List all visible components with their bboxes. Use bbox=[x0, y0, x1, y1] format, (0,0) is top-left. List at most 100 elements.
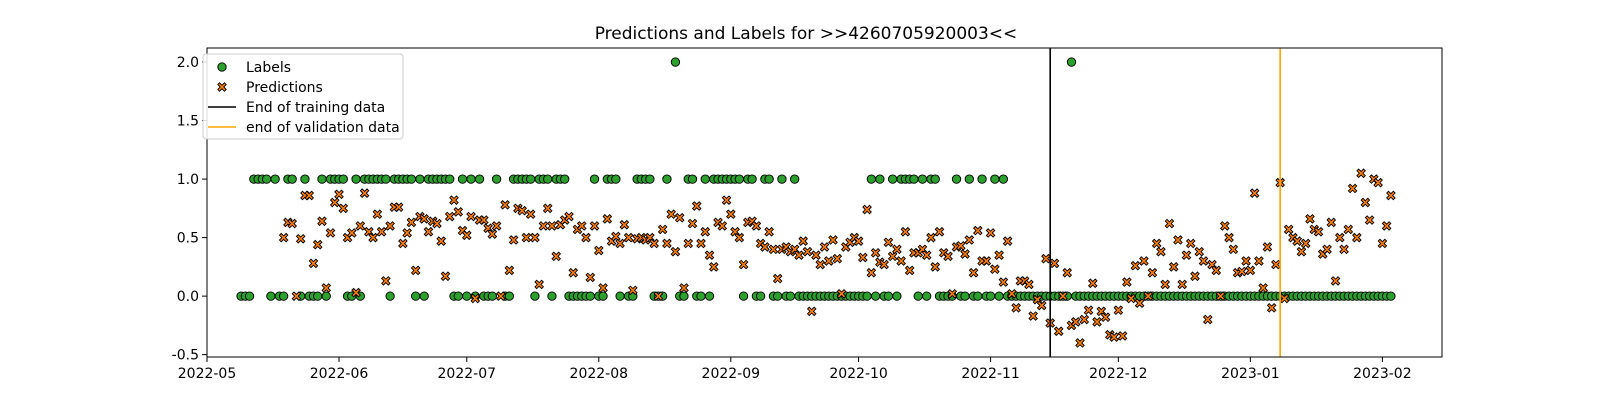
legend-entry-label: Predictions bbox=[246, 80, 323, 96]
prediction-point bbox=[934, 226, 945, 237]
label-point bbox=[773, 291, 783, 301]
prediction-point bbox=[802, 246, 813, 257]
label-point bbox=[700, 174, 710, 184]
prediction-point bbox=[1053, 326, 1064, 337]
prediction-point bbox=[679, 283, 689, 293]
prediction-point bbox=[1177, 279, 1188, 290]
prediction-point bbox=[500, 200, 510, 210]
prediction-point bbox=[1100, 312, 1111, 323]
prediction-point bbox=[1181, 250, 1192, 261]
prediction-point bbox=[589, 221, 600, 231]
prediction-point bbox=[670, 246, 681, 257]
prediction-point bbox=[1011, 303, 1021, 313]
prediction-point bbox=[534, 279, 545, 290]
prediction-point bbox=[576, 221, 587, 231]
label-point bbox=[453, 291, 463, 301]
prediction-point bbox=[972, 225, 983, 236]
prediction-point bbox=[704, 250, 715, 261]
x-tick-label: 2022-09 bbox=[702, 366, 761, 382]
prediction-point bbox=[772, 273, 783, 284]
prediction-point bbox=[1334, 232, 1345, 243]
prediction-point bbox=[1254, 256, 1264, 266]
label-point bbox=[321, 291, 331, 301]
chart-title: Predictions and Labels for >>42607059200… bbox=[595, 24, 1018, 44]
prediction-point bbox=[1083, 305, 1094, 316]
prediction-point bbox=[764, 226, 774, 237]
label-point bbox=[547, 291, 557, 301]
prediction-point bbox=[278, 232, 289, 243]
prediction-point bbox=[862, 204, 872, 215]
prediction-point bbox=[794, 250, 804, 261]
prediction-point bbox=[402, 228, 412, 238]
label-point bbox=[964, 174, 974, 184]
labels-series bbox=[236, 57, 1396, 301]
prediction-point bbox=[721, 195, 732, 205]
prediction-point bbox=[368, 232, 378, 243]
prediction-point bbox=[1326, 217, 1337, 228]
label-point bbox=[598, 291, 608, 301]
prediction-point bbox=[376, 226, 387, 237]
label-point bbox=[930, 174, 940, 184]
prediction-point bbox=[406, 217, 417, 228]
label-point bbox=[887, 174, 898, 184]
prediction-point bbox=[610, 231, 621, 242]
label-point bbox=[611, 174, 621, 184]
prediction-point bbox=[508, 235, 519, 245]
prediction-point bbox=[444, 211, 455, 222]
prediction-point bbox=[355, 221, 366, 231]
prediction-point bbox=[943, 251, 953, 262]
prediction-point bbox=[1364, 215, 1375, 225]
prediction-point bbox=[410, 265, 421, 276]
prediction-point bbox=[1151, 238, 1162, 249]
label-point bbox=[411, 291, 421, 301]
prediction-point bbox=[1381, 221, 1392, 231]
prediction-point bbox=[1343, 224, 1354, 235]
prediction-point bbox=[338, 203, 349, 214]
prediction-point bbox=[657, 224, 668, 235]
prediction-point bbox=[1360, 197, 1371, 208]
prediction-point bbox=[593, 245, 604, 256]
prediction-point bbox=[466, 211, 476, 222]
prediction-point bbox=[1070, 317, 1081, 327]
prediction-point bbox=[1386, 190, 1396, 201]
prediction-point bbox=[1168, 262, 1179, 272]
x-tick-label: 2022-10 bbox=[829, 366, 888, 382]
prediction-point bbox=[866, 267, 877, 278]
y-tick-label: 0.5 bbox=[177, 231, 199, 247]
prediction-point bbox=[900, 226, 911, 237]
label-point bbox=[892, 291, 902, 301]
label-point bbox=[406, 174, 417, 184]
prediction-point bbox=[1330, 276, 1341, 286]
prediction-point bbox=[623, 232, 634, 243]
prediction-point bbox=[1283, 224, 1294, 235]
prediction-point bbox=[542, 203, 553, 214]
plot-area bbox=[236, 48, 1396, 357]
x-tick-label: 2022-05 bbox=[178, 366, 237, 382]
label-point bbox=[317, 174, 327, 184]
prediction-point bbox=[1237, 266, 1247, 277]
prediction-point bbox=[998, 277, 1009, 287]
prediction-point bbox=[1313, 226, 1324, 237]
prediction-point bbox=[1062, 267, 1073, 278]
prediction-point bbox=[990, 264, 1000, 275]
prediction-point bbox=[449, 195, 459, 205]
label-point bbox=[960, 291, 970, 301]
label-point bbox=[785, 291, 796, 301]
prediction-point bbox=[1190, 271, 1200, 282]
prediction-point bbox=[1347, 183, 1358, 194]
prediction-point bbox=[287, 218, 298, 229]
label-point bbox=[922, 291, 932, 301]
prediction-point bbox=[423, 226, 434, 237]
label-point bbox=[866, 174, 876, 184]
axes-frame bbox=[206, 47, 1443, 358]
prediction-point bbox=[836, 288, 847, 299]
prediction-point bbox=[419, 214, 430, 224]
legend-marker-labels bbox=[217, 62, 227, 72]
prediction-point bbox=[1215, 291, 1226, 301]
prediction-point bbox=[930, 262, 941, 272]
prediction-point bbox=[892, 244, 902, 255]
prediction-point bbox=[1164, 218, 1175, 229]
label-point bbox=[266, 291, 276, 301]
label-point bbox=[313, 291, 323, 301]
legend-entry-label: end of validation data bbox=[246, 120, 400, 136]
